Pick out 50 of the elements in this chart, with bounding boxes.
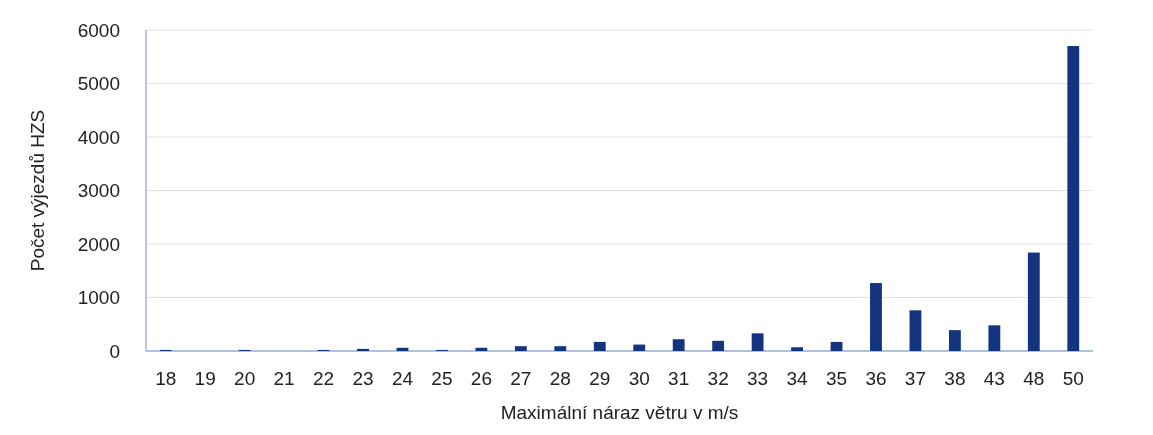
bar: [357, 348, 369, 351]
x-tick-label: 34: [786, 368, 809, 389]
y-axis-title: Počet výjezdů HZS: [27, 109, 48, 272]
bar: [988, 325, 1001, 351]
x-tick-label: 37: [904, 368, 927, 389]
bar: [514, 346, 527, 351]
bar: [712, 340, 725, 351]
x-tick-label: 25: [431, 368, 453, 389]
x-tick-label: 18: [155, 368, 177, 389]
x-tick-label: 48: [1023, 368, 1045, 389]
x-tick-label: 32: [707, 368, 729, 389]
bar: [909, 310, 922, 351]
y-tick-label: 4000: [77, 126, 120, 148]
bar: [791, 347, 803, 351]
x-tick-label: 19: [194, 368, 216, 389]
bar: [633, 344, 646, 351]
x-tick-label: 24: [391, 368, 414, 389]
bar: [475, 347, 488, 351]
bar: [870, 283, 882, 351]
x-tick-label: 20: [234, 368, 256, 389]
x-tick-label: 38: [944, 368, 966, 389]
y-tick-label: 0: [109, 340, 120, 362]
x-tick-label: 43: [983, 368, 1005, 389]
x-tick-label: 21: [273, 368, 295, 389]
x-tick-label: 35: [825, 368, 848, 389]
bar: [672, 339, 685, 351]
bar: [593, 341, 606, 351]
x-tick-label: 27: [510, 368, 532, 389]
bar: [554, 346, 567, 351]
x-tick-label: 28: [549, 368, 571, 389]
x-tick-label: 30: [628, 368, 650, 389]
x-tick-label: 31: [668, 368, 690, 389]
bar: [1027, 252, 1040, 351]
bar: [830, 341, 843, 351]
x-tick-label: 36: [865, 368, 887, 389]
y-tick-label: 6000: [77, 19, 120, 41]
y-tick-label: 3000: [77, 180, 120, 202]
x-tick-label: 26: [470, 368, 492, 389]
bar: [751, 333, 764, 351]
x-tick-label: 33: [747, 368, 769, 389]
x-tick-label: 50: [1062, 368, 1084, 389]
x-tick-label: 29: [589, 368, 611, 389]
x-axis-title: Maximální náraz větru v m/s: [500, 402, 739, 423]
x-tick-label: 22: [312, 368, 335, 389]
bar: [948, 330, 961, 351]
x-tick-label: 23: [352, 368, 374, 389]
bar: [1067, 46, 1080, 351]
y-tick-label: 1000: [77, 287, 120, 309]
y-tick-label: 5000: [77, 73, 120, 95]
y-tick-label: 2000: [77, 233, 120, 255]
